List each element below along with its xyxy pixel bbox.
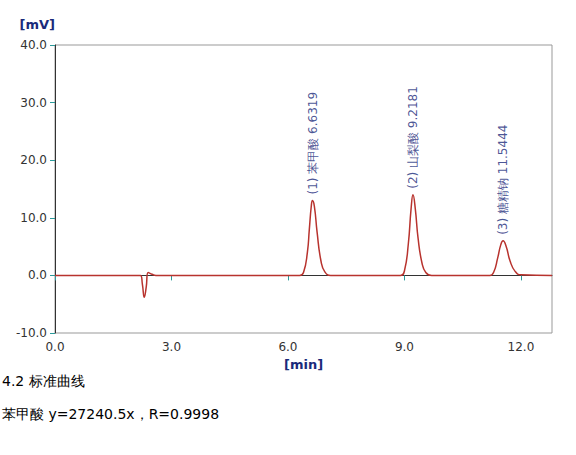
svg-text:12.0: 12.0 (508, 340, 535, 354)
svg-text:30.0: 30.0 (20, 96, 47, 110)
svg-text:[min]: [min] (284, 357, 323, 372)
svg-text:6.0: 6.0 (278, 340, 297, 354)
svg-text:苯甲酸 y=27240.5x，R=0.9998: 苯甲酸 y=27240.5x，R=0.9998 (2, 406, 219, 422)
svg-text:[mV]: [mV] (20, 17, 56, 32)
svg-text:0.0: 0.0 (28, 268, 47, 282)
svg-text:3.0: 3.0 (162, 340, 181, 354)
svg-text:(3) 糖精钠 11.5444: (3) 糖精钠 11.5444 (496, 125, 510, 235)
svg-text:10.0: 10.0 (20, 211, 47, 225)
svg-text:(1) 苯甲酸 6.6319: (1) 苯甲酸 6.6319 (306, 92, 320, 195)
svg-text:40.0: 40.0 (20, 38, 47, 52)
svg-text:4.2 标准曲线: 4.2 标准曲线 (2, 373, 85, 389)
svg-text:0.0: 0.0 (45, 340, 64, 354)
svg-text:-10.0: -10.0 (16, 326, 47, 340)
svg-text:20.0: 20.0 (20, 153, 47, 167)
svg-text:9.0: 9.0 (395, 340, 414, 354)
svg-text:(2) 山梨酸 9.2181: (2) 山梨酸 9.2181 (406, 86, 420, 189)
